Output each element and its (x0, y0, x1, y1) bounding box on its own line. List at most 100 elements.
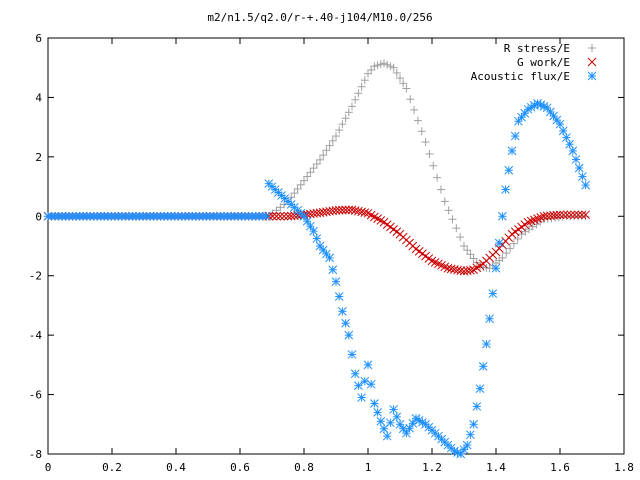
data-point (331, 277, 341, 287)
data-point (302, 216, 312, 226)
data-point (546, 107, 555, 117)
data-point (287, 193, 296, 202)
data-point (558, 126, 568, 136)
data-point (406, 95, 415, 104)
data-point (456, 233, 465, 242)
data-point (429, 161, 438, 170)
data-point (440, 197, 449, 206)
data-point (360, 208, 370, 217)
data-point (533, 214, 542, 224)
data-point (475, 384, 485, 393)
data-point (357, 82, 366, 91)
data-point (309, 164, 318, 173)
data-point (510, 131, 520, 141)
data-point (366, 379, 376, 389)
x-tick-label: 0 (45, 461, 52, 474)
data-point (562, 133, 571, 142)
y-tick-label: 2 (35, 151, 42, 164)
data-point (433, 173, 442, 182)
x-tick-label: 0.2 (102, 461, 122, 474)
data-point (272, 211, 281, 221)
data-point (338, 307, 347, 316)
data-point (341, 205, 350, 215)
data-point (577, 210, 587, 220)
data-point (507, 146, 517, 156)
data-point (485, 314, 494, 324)
data-point (459, 445, 469, 454)
data-point (348, 102, 356, 111)
data-point (460, 242, 468, 250)
data-point (325, 141, 334, 150)
x-tick-label: 0.4 (166, 461, 186, 474)
data-point (392, 68, 401, 77)
data-point (462, 440, 472, 450)
data-point (568, 146, 578, 156)
data-point (319, 151, 328, 160)
data-point (566, 210, 576, 220)
data-point (380, 59, 388, 68)
data-point (456, 449, 466, 459)
legend-marker (587, 57, 597, 67)
data-point (402, 84, 411, 93)
data-point (456, 266, 466, 276)
data-point (488, 289, 498, 298)
data-point (506, 244, 515, 253)
data-point (552, 210, 562, 220)
data-point (469, 254, 478, 263)
data-point (482, 339, 491, 349)
legend-label: Acoustic flux/E (471, 70, 570, 83)
legend-marker (588, 44, 596, 52)
data-point (498, 211, 507, 221)
data-point (293, 184, 302, 193)
data-point (526, 216, 536, 226)
data-point (309, 226, 318, 236)
data-point (421, 138, 430, 146)
legend-label: G work/E (517, 56, 570, 69)
data-point (498, 253, 507, 262)
data-point (389, 63, 398, 72)
data-point (472, 402, 482, 411)
data-point (376, 416, 386, 426)
data-point (502, 249, 511, 258)
data-point (504, 165, 514, 175)
data-point (312, 234, 322, 243)
data-point (565, 139, 574, 149)
data-point (444, 206, 453, 215)
data-point (478, 361, 488, 371)
data-point (509, 239, 518, 248)
data-point (581, 180, 590, 190)
data-point (466, 265, 475, 275)
data-point (370, 399, 379, 408)
data-point (523, 217, 533, 227)
data-point (363, 360, 373, 370)
data-point (513, 234, 522, 243)
data-point (350, 369, 360, 379)
data-point (344, 330, 354, 340)
data-point (466, 430, 475, 440)
data-point (413, 116, 422, 125)
data-point (405, 423, 414, 433)
data-point (306, 221, 315, 231)
data-point (373, 61, 382, 70)
x-tick-label: 0.8 (294, 461, 314, 474)
data-point (571, 155, 581, 164)
data-point (555, 210, 565, 220)
data-point (410, 105, 419, 114)
x-tick-label: 1.2 (422, 461, 442, 474)
data-point (425, 149, 434, 158)
data-point (332, 132, 340, 141)
y-tick-label: -6 (29, 389, 42, 402)
data-point (334, 205, 344, 215)
data-point (578, 172, 587, 181)
data-point (335, 126, 344, 135)
data-point (402, 428, 411, 438)
data-point (341, 318, 350, 328)
data-point (382, 431, 392, 441)
data-point (341, 114, 350, 123)
data-point (268, 211, 277, 221)
data-point (360, 76, 369, 85)
x-tick-label: 1.6 (550, 461, 570, 474)
chart-title: m2/n1.5/q2.0/r-+.40-j104/M10.0/256 (207, 11, 432, 24)
data-point (290, 189, 299, 198)
x-tick-label: 1 (365, 461, 372, 474)
